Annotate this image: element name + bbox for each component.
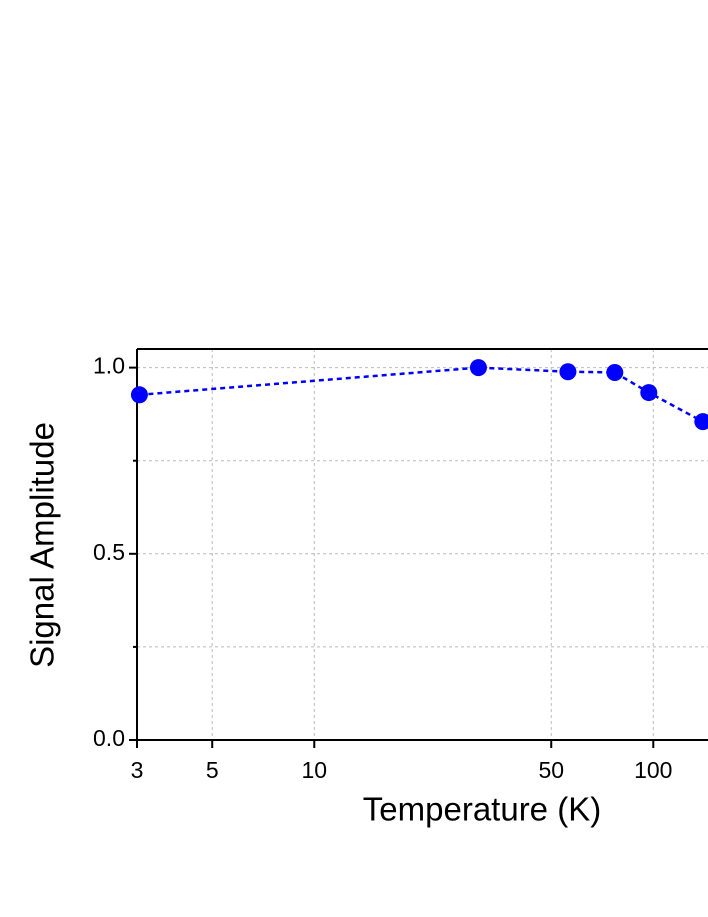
x-tick-label: 10 xyxy=(301,757,327,783)
y-tick-label: 1.0 xyxy=(93,353,125,379)
data-point xyxy=(559,363,577,381)
x-axis-label: Temperature (K) xyxy=(363,791,601,828)
x-tick-label: 3 xyxy=(131,757,144,783)
y-axis-label: Signal Amplitude xyxy=(24,422,61,668)
x-tick-label: 100 xyxy=(634,757,672,783)
y-tick-label: 0.0 xyxy=(93,725,125,751)
data-point xyxy=(640,384,658,402)
data-point xyxy=(130,386,148,404)
data-point xyxy=(469,359,487,377)
data-line xyxy=(139,366,704,423)
data-point xyxy=(606,363,624,381)
y-tick-label: 0.5 xyxy=(93,539,125,565)
x-tick-label: 50 xyxy=(538,757,564,783)
data-point xyxy=(694,413,708,431)
x-tick-label: 5 xyxy=(206,757,219,783)
